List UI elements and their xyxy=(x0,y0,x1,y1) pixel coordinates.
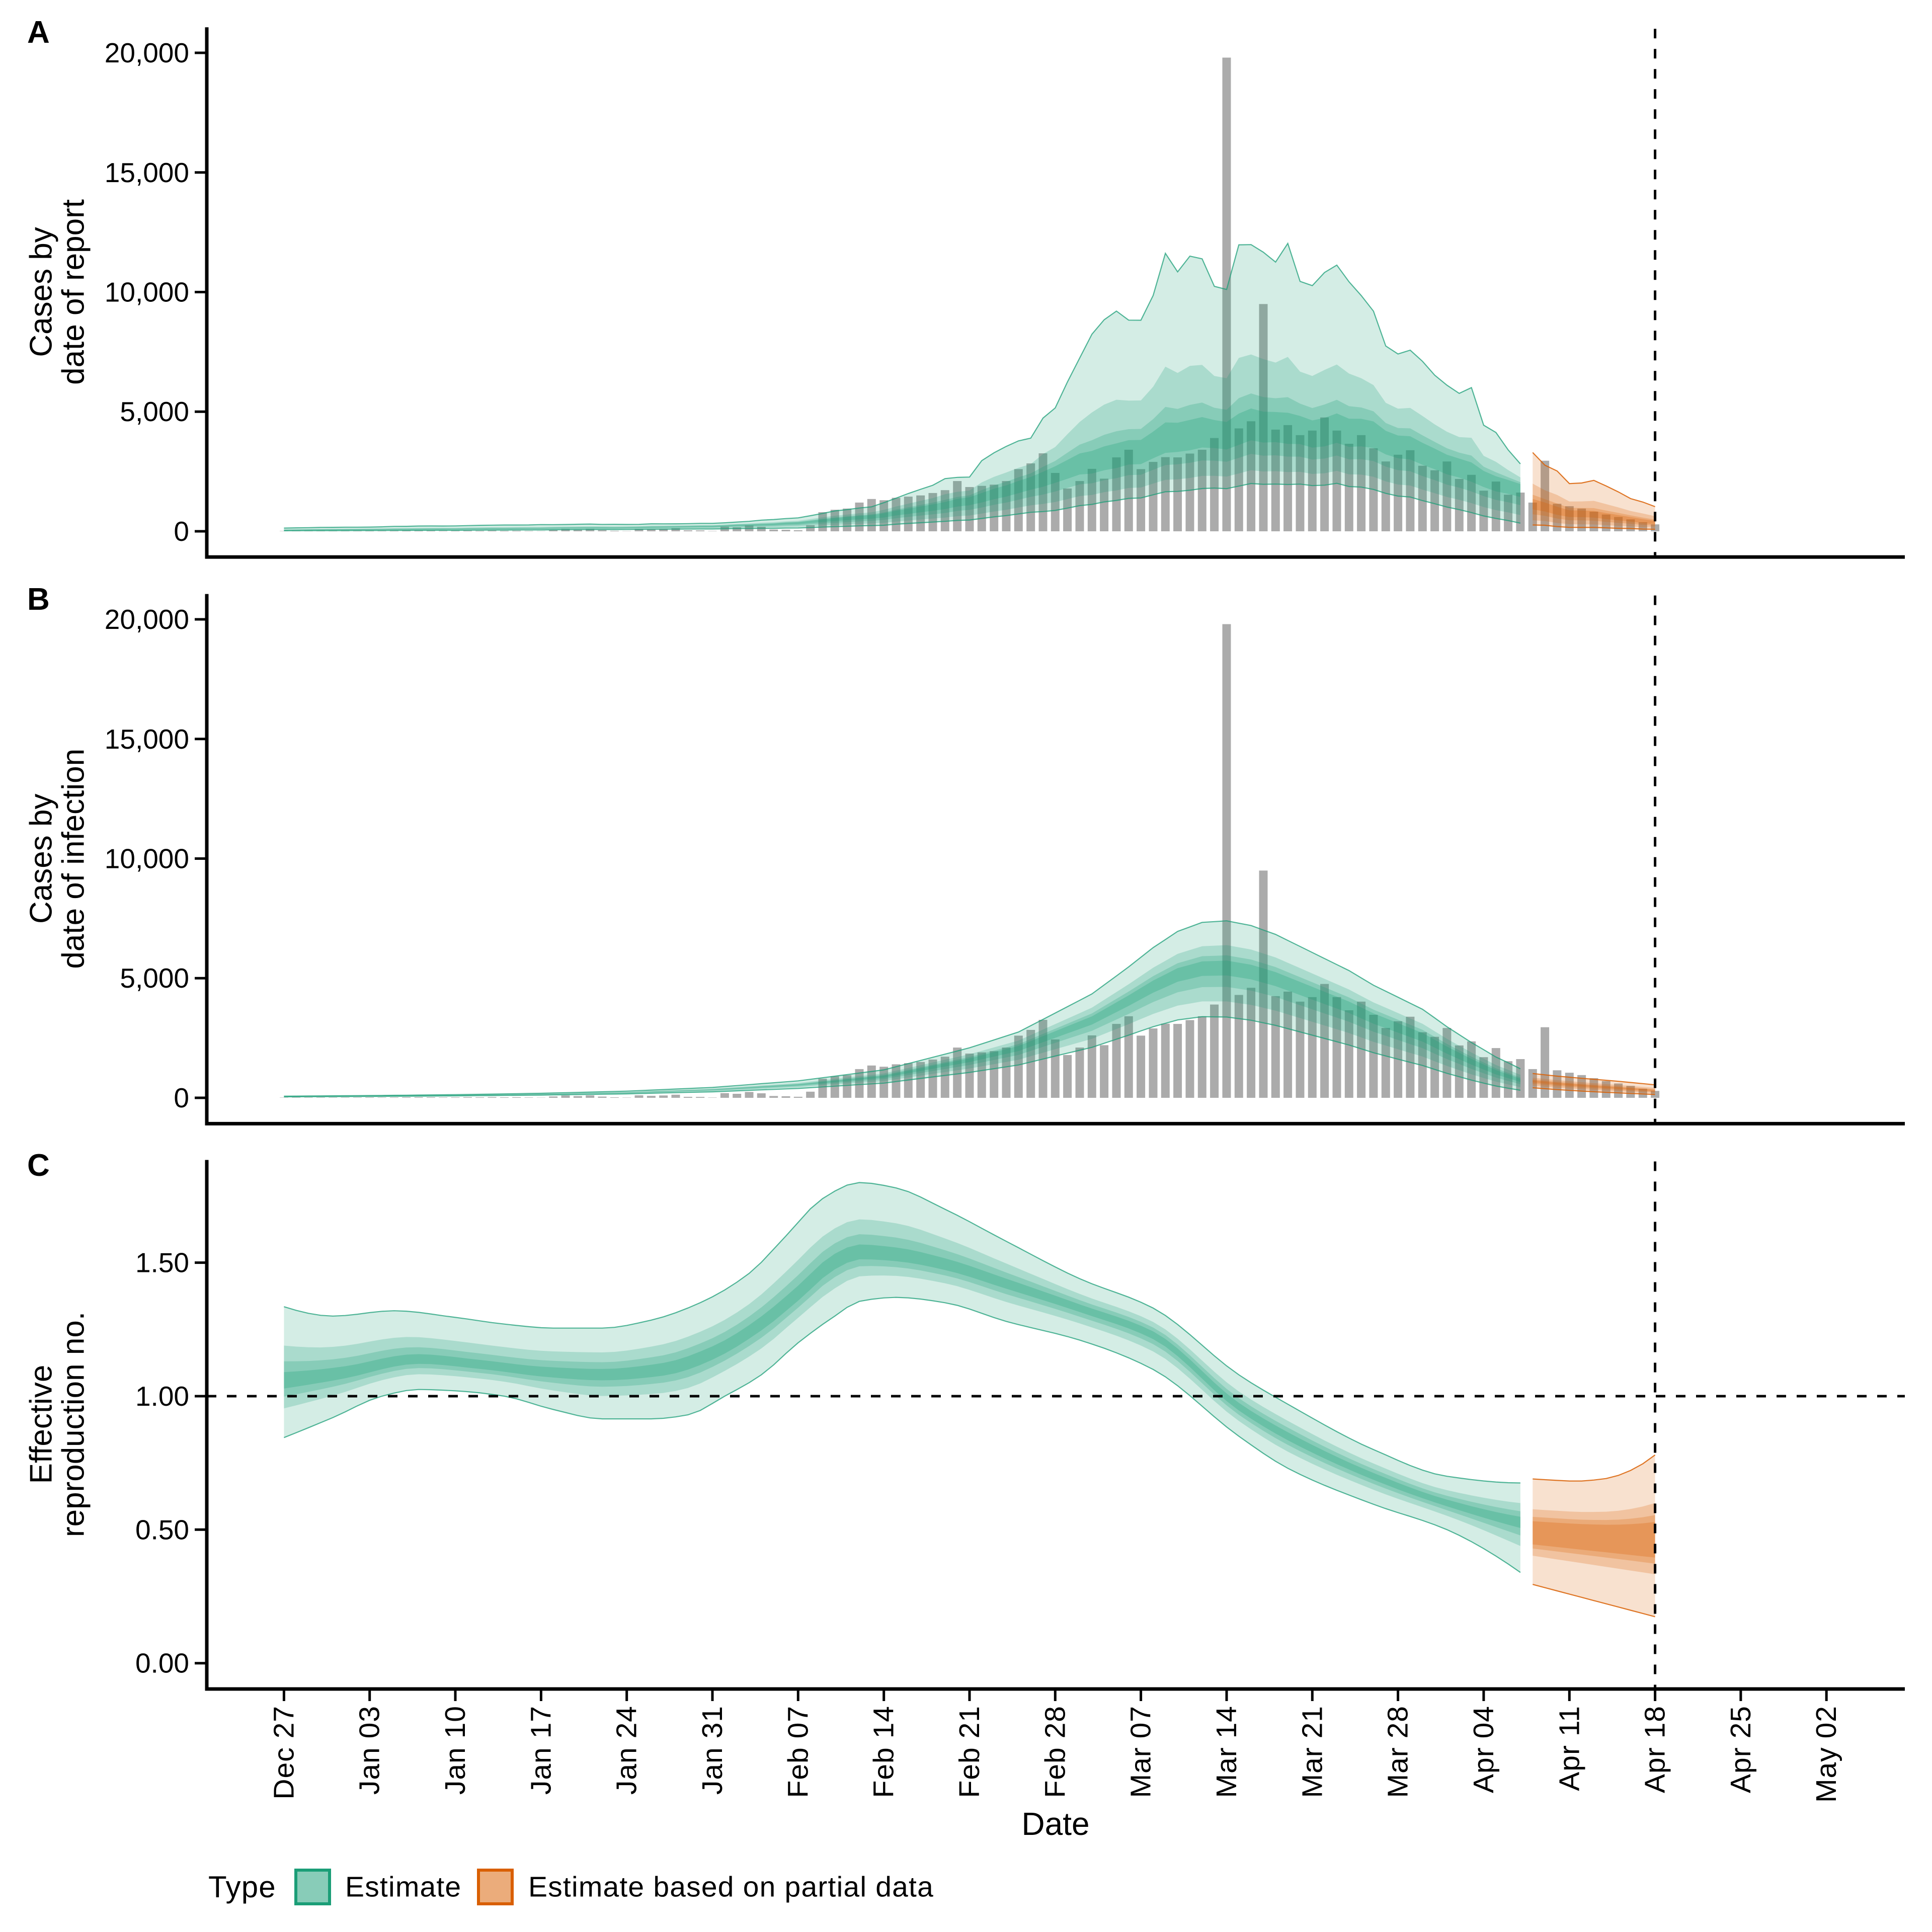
svg-text:0.50: 0.50 xyxy=(135,1514,189,1545)
svg-text:Mar 28: Mar 28 xyxy=(1382,1706,1414,1798)
svg-text:Mar 21: Mar 21 xyxy=(1296,1706,1328,1798)
svg-text:Apr 18: Apr 18 xyxy=(1639,1706,1671,1793)
svg-text:Date: Date xyxy=(1021,1806,1089,1842)
svg-text:date of report: date of report xyxy=(56,199,91,385)
svg-text:Type: Type xyxy=(208,1870,276,1904)
svg-text:B: B xyxy=(27,582,50,617)
svg-text:Dec 27: Dec 27 xyxy=(268,1706,300,1800)
svg-text:Feb 14: Feb 14 xyxy=(868,1706,900,1798)
svg-text:Cases by: Cases by xyxy=(24,794,59,924)
svg-text:Estimate: Estimate xyxy=(345,1871,461,1903)
svg-text:15,000: 15,000 xyxy=(105,723,189,755)
svg-text:reproduction no.: reproduction no. xyxy=(56,1312,91,1537)
svg-text:Jan 03: Jan 03 xyxy=(354,1706,386,1795)
svg-text:1.50: 1.50 xyxy=(135,1247,189,1278)
svg-text:20,000: 20,000 xyxy=(105,604,189,635)
svg-text:15,000: 15,000 xyxy=(105,157,189,188)
svg-text:Mar 07: Mar 07 xyxy=(1125,1706,1157,1798)
svg-text:Jan 17: Jan 17 xyxy=(525,1706,557,1795)
svg-text:Estimate based on partial data: Estimate based on partial data xyxy=(528,1871,934,1903)
svg-text:Effective: Effective xyxy=(24,1365,59,1484)
svg-text:Feb 21: Feb 21 xyxy=(953,1706,986,1798)
svg-text:Mar 14: Mar 14 xyxy=(1211,1706,1243,1798)
svg-text:Feb 28: Feb 28 xyxy=(1039,1706,1071,1798)
svg-text:Apr 04: Apr 04 xyxy=(1468,1706,1500,1793)
svg-text:date of infection: date of infection xyxy=(56,749,91,969)
svg-text:5,000: 5,000 xyxy=(120,396,189,427)
svg-text:10,000: 10,000 xyxy=(105,843,189,874)
svg-text:0: 0 xyxy=(174,1082,189,1113)
svg-text:C: C xyxy=(27,1148,50,1183)
svg-text:10,000: 10,000 xyxy=(105,277,189,308)
svg-text:May 02: May 02 xyxy=(1810,1706,1842,1803)
svg-text:20,000: 20,000 xyxy=(105,37,189,68)
svg-text:Jan 24: Jan 24 xyxy=(611,1706,643,1795)
svg-text:Apr 25: Apr 25 xyxy=(1725,1706,1757,1793)
svg-text:0: 0 xyxy=(174,516,189,547)
svg-text:1.00: 1.00 xyxy=(135,1381,189,1412)
svg-text:Feb 07: Feb 07 xyxy=(782,1706,814,1798)
svg-text:Jan 10: Jan 10 xyxy=(439,1706,471,1795)
svg-text:A: A xyxy=(27,15,50,50)
svg-text:Apr 11: Apr 11 xyxy=(1553,1706,1585,1791)
svg-text:Jan 31: Jan 31 xyxy=(696,1706,729,1795)
svg-text:Cases by: Cases by xyxy=(24,227,59,357)
svg-text:0.00: 0.00 xyxy=(135,1648,189,1679)
svg-text:5,000: 5,000 xyxy=(120,962,189,994)
